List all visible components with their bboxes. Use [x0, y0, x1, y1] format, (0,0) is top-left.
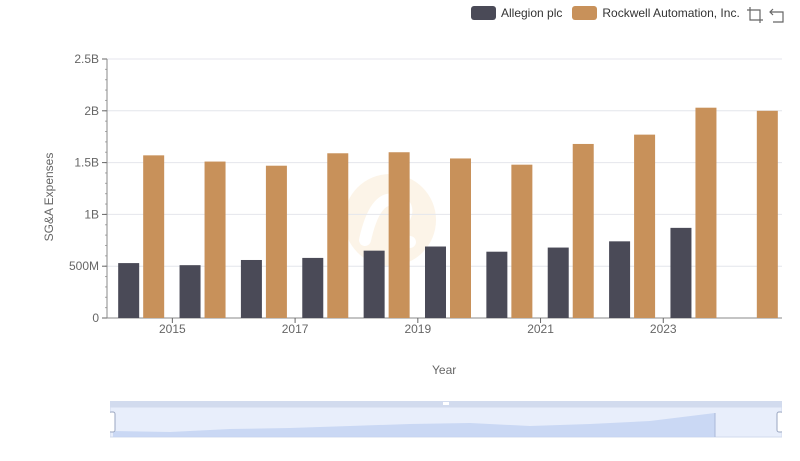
y-tick-label: 1.5B: [74, 156, 99, 170]
y-tick-label: 500M: [69, 259, 99, 273]
bar-allegion-2022: [609, 241, 631, 318]
x-tick-label: 2019: [404, 322, 431, 336]
bar-allegion-2020: [486, 251, 508, 318]
bar-rockwell-2021: [572, 143, 594, 318]
bar-rockwell-2017: [327, 153, 349, 318]
legend: Allegion plc Rockwell Automation, Inc.: [471, 4, 750, 22]
x-tick-label: 2023: [650, 322, 677, 336]
bar-rockwell-2019: [450, 158, 471, 318]
data-zoom-slider[interactable]: [110, 401, 782, 438]
bar-allegion-2017: [302, 257, 324, 318]
legend-swatch-allegion: [471, 6, 496, 20]
zoom-grip[interactable]: [443, 402, 449, 405]
bar-rockwell-2020: [511, 164, 533, 318]
bar-allegion-2021: [547, 247, 569, 318]
bar-rockwell-2022: [634, 134, 656, 318]
restore-icon[interactable]: [769, 6, 787, 24]
bar-rockwell-2023: [695, 107, 717, 318]
y-tick-label: 2B: [84, 104, 99, 118]
crosshair-zoom-icon[interactable]: [746, 6, 764, 24]
bar-allegion-2023: [670, 227, 692, 318]
x-tick-label: 2017: [282, 322, 309, 336]
bar-allegion-2014: [118, 263, 140, 318]
zoom-handle-left[interactable]: [110, 411, 116, 433]
legend-label-rockwell: Rockwell Automation, Inc.: [602, 6, 740, 20]
bar-rockwell-2015: [204, 161, 226, 318]
bar-rockwell-2018: [388, 152, 410, 318]
bar-rockwell-2016: [265, 165, 287, 318]
y-tick-label: 2.5B: [74, 52, 99, 66]
bar-allegion-2015: [179, 265, 201, 318]
bar-rockwell-2024: [756, 110, 778, 318]
bar-allegion-2016: [240, 259, 262, 318]
bar-rockwell-2014: [143, 155, 165, 318]
toolbox: [746, 6, 792, 24]
x-axis-title: Year: [432, 363, 457, 377]
y-tick-label: 0: [92, 311, 99, 325]
y-tick-label: 1B: [84, 207, 99, 221]
legend-swatch-rockwell: [572, 6, 598, 20]
zoom-preview-area: [113, 413, 715, 437]
bar-allegion-2018: [363, 250, 385, 318]
bar-chart: 0 500M 1B 1.5B 2B 2.5B 2015 2017 2019 2021 2023: [69, 52, 782, 336]
y-axis-title: SG&A Expenses: [42, 152, 56, 242]
legend-label-allegion: Allegion plc: [501, 6, 563, 20]
zoom-handle-right[interactable]: [776, 411, 782, 433]
x-tick-label: 2015: [159, 322, 186, 336]
legend-item-allegion[interactable]: Allegion plc: [471, 6, 562, 20]
legend-item-rockwell[interactable]: Rockwell Automation, Inc.: [572, 6, 740, 20]
bar-allegion-2019: [425, 246, 446, 318]
x-tick-label: 2021: [527, 322, 554, 336]
